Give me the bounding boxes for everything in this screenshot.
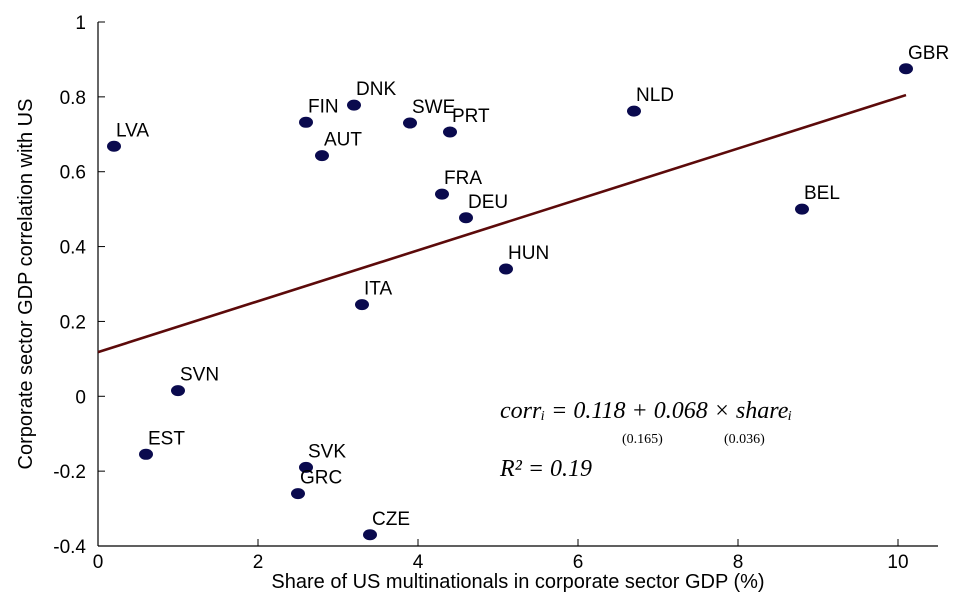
y-tick-label: 0	[75, 387, 86, 408]
r-squared: R² = 0.19	[499, 456, 592, 482]
x-tick-label: 2	[253, 552, 264, 573]
point-label-deu: DEU	[468, 192, 508, 213]
point-label-svn: SVN	[180, 365, 219, 386]
point-label-svk: SVK	[308, 441, 346, 462]
y-tick-label: 0.6	[60, 163, 86, 184]
point-est	[139, 448, 153, 460]
point-dnk	[347, 99, 361, 111]
x-tick-label: 0	[93, 552, 104, 573]
y-tick-label: 1	[75, 13, 86, 34]
point-label-grc: GRC	[300, 468, 342, 489]
point-label-fin: FIN	[308, 96, 339, 117]
x-tick-label: 4	[413, 552, 424, 573]
point-gbr	[899, 63, 913, 75]
intercept-std-error: (0.165)	[622, 432, 663, 447]
slope-std-error: (0.036)	[724, 432, 765, 447]
point-label-gbr: GBR	[908, 43, 949, 64]
y-axis-title: Corporate sector GDP correlation with US	[15, 99, 37, 470]
y-tick-label: -0.4	[53, 537, 86, 558]
point-svk	[299, 461, 313, 473]
point-label-lva: LVA	[116, 120, 149, 141]
y-tick-label: -0.2	[53, 462, 86, 483]
point-deu	[459, 212, 473, 224]
point-label-est: EST	[148, 428, 185, 449]
point-label-hun: HUN	[508, 243, 549, 264]
x-tick-label: 6	[573, 552, 584, 573]
point-label-bel: BEL	[804, 183, 840, 204]
y-tick-label: 0.2	[60, 312, 86, 333]
point-label-swe: SWE	[412, 97, 455, 118]
point-label-ita: ITA	[364, 279, 392, 300]
point-label-dnk: DNK	[356, 79, 396, 100]
point-nld	[627, 105, 641, 117]
x-ticks: 0 2 4 6 8 10	[93, 539, 909, 573]
point-ita	[355, 299, 369, 311]
point-bel	[795, 203, 809, 215]
regression-equation: corrᵢ = 0.118 + 0.068 × shareᵢ	[500, 398, 792, 424]
point-label-nld: NLD	[636, 85, 674, 106]
x-tick-label: 8	[733, 552, 744, 573]
point-aut	[315, 150, 329, 162]
point-label-cze: CZE	[372, 509, 410, 530]
regression-line	[97, 93, 907, 354]
point-fin	[299, 116, 313, 128]
y-tick-label: 0.4	[60, 238, 87, 259]
point-prt	[443, 126, 457, 138]
x-axis-title: Share of US multinationals in corporate …	[271, 571, 764, 593]
point-grc	[291, 488, 305, 500]
point-swe	[403, 117, 417, 129]
y-ticks: -0.4 -0.2 0 0.2 0.4 0.6 0.8 1	[53, 13, 105, 558]
y-tick-label: 0.8	[60, 88, 86, 109]
point-svn	[171, 385, 185, 397]
point-hun	[499, 263, 513, 275]
point-label-aut: AUT	[324, 130, 362, 151]
point-label-fra: FRA	[444, 168, 482, 189]
point-fra	[435, 188, 449, 200]
x-tick-label: 10	[887, 552, 908, 573]
point-label-prt: PRT	[452, 106, 490, 127]
point-cze	[363, 529, 377, 541]
point-lva	[107, 140, 121, 152]
fit-line-group	[97, 93, 907, 354]
